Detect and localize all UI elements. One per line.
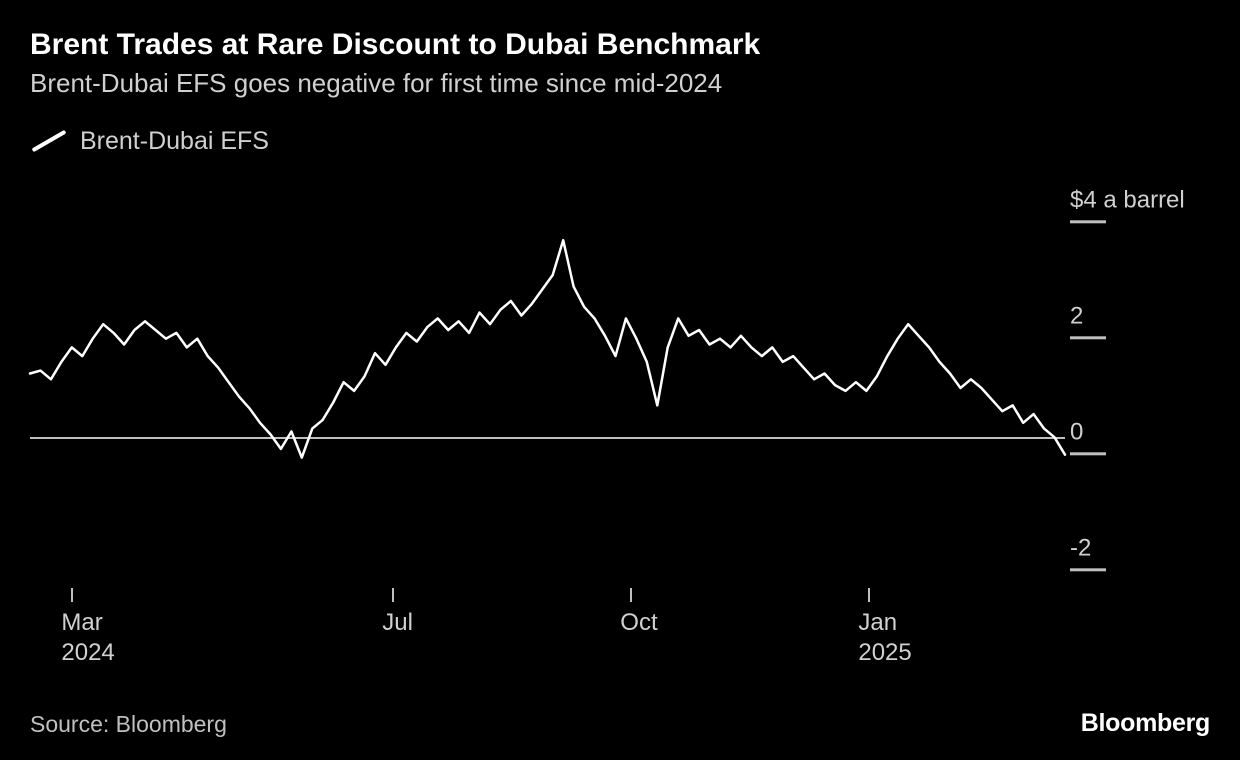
y-tick-label: $4 a barrel bbox=[1070, 188, 1185, 214]
y-axis: $4 a barrel 2 0 -2 bbox=[1070, 188, 1210, 588]
y-tick: $4 a barrel bbox=[1070, 188, 1210, 223]
y-tick: -2 bbox=[1070, 536, 1210, 571]
line-chart-svg bbox=[30, 188, 1065, 588]
y-tick-label: 2 bbox=[1070, 304, 1083, 330]
y-tick-label: -2 bbox=[1070, 536, 1091, 562]
y-tick-mark bbox=[1070, 452, 1106, 455]
y-tick-mark bbox=[1070, 220, 1106, 223]
chart-title: Brent Trades at Rare Discount to Dubai B… bbox=[30, 26, 1210, 64]
x-tick-label: Oct bbox=[620, 608, 657, 638]
x-tick-label: Jan 2025 bbox=[858, 608, 911, 668]
legend-label: Brent-Dubai EFS bbox=[80, 127, 269, 156]
x-tick: Jul bbox=[382, 588, 413, 638]
y-tick: 0 bbox=[1070, 420, 1210, 455]
x-axis: Mar 2024 Jul Oct Jan 2025 bbox=[30, 588, 1065, 668]
x-tick-label: Mar 2024 bbox=[61, 608, 114, 668]
brand-logo: Bloomberg bbox=[1081, 709, 1210, 738]
x-tick: Mar 2024 bbox=[61, 588, 114, 668]
x-tick-mark bbox=[71, 588, 73, 602]
series-line bbox=[30, 240, 1065, 457]
x-tick: Oct bbox=[620, 588, 657, 638]
x-tick: Jan 2025 bbox=[858, 588, 911, 668]
legend-line-icon bbox=[32, 130, 67, 152]
plot-area bbox=[30, 188, 1065, 588]
y-tick-mark bbox=[1070, 568, 1106, 571]
chart-subtitle: Brent-Dubai EFS goes negative for first … bbox=[30, 68, 1210, 99]
y-tick-mark bbox=[1070, 336, 1106, 339]
chart-legend: Brent-Dubai EFS bbox=[30, 127, 1210, 156]
y-tick-label: 0 bbox=[1070, 420, 1083, 446]
x-tick-mark bbox=[392, 588, 394, 602]
chart-area: $4 a barrel20-2 Mar 2024JulOctJan 2025 bbox=[30, 188, 1210, 628]
source-attribution: Source: Bloomberg bbox=[30, 711, 227, 738]
x-tick-mark bbox=[868, 588, 870, 602]
x-tick-label: Jul bbox=[382, 608, 413, 638]
x-tick-mark bbox=[630, 588, 632, 602]
y-tick: 2 bbox=[1070, 304, 1210, 339]
